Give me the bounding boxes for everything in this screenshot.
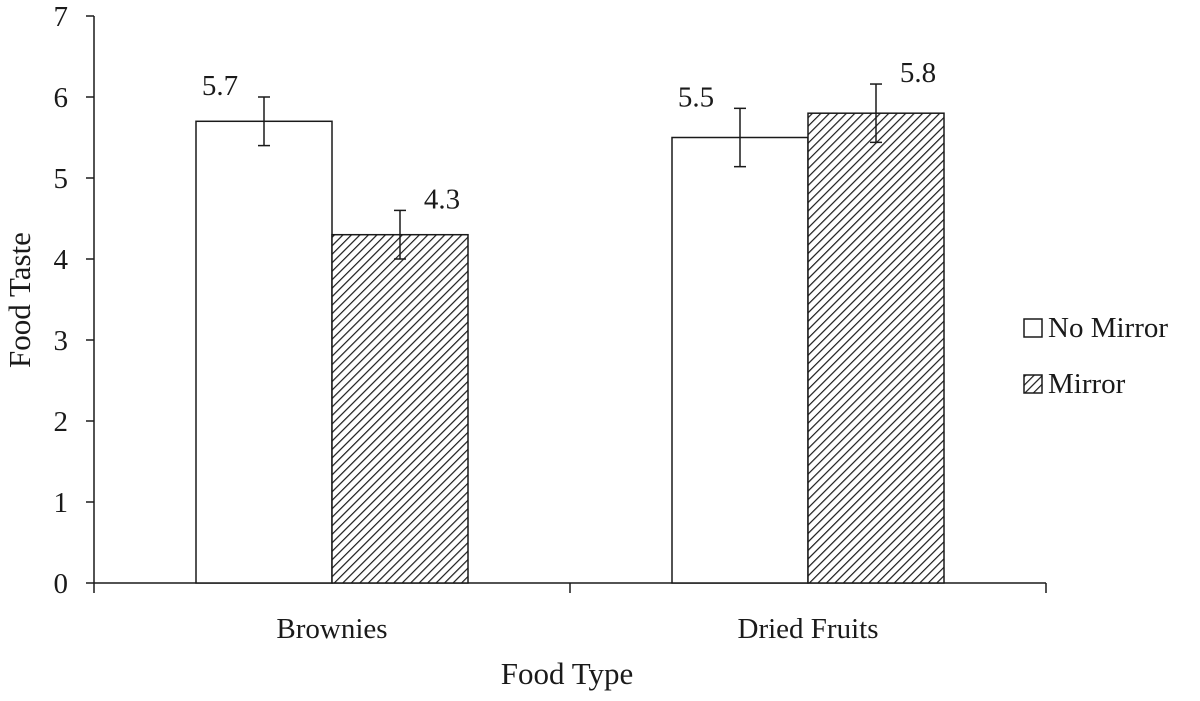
y-tick-label: 5 — [54, 163, 69, 195]
y-axis-title: Food Taste — [2, 232, 37, 368]
x-axis-title: Food Type — [501, 656, 633, 691]
y-tick-label: 3 — [54, 325, 69, 357]
legend-label-no-mirror: No Mirror — [1048, 312, 1168, 344]
x-tick-label: Brownies — [276, 613, 387, 645]
bar-no-mirror-dried-fruits — [671, 136, 809, 584]
y-tick-label: 4 — [54, 244, 69, 276]
data-label: 5.7 — [202, 70, 238, 102]
data-label: 4.3 — [424, 183, 460, 215]
legend-label-mirror: Mirror — [1048, 368, 1126, 400]
y-tick-label: 0 — [54, 568, 69, 600]
y-tick-label: 1 — [54, 487, 69, 519]
bar-no-mirror-brownies — [195, 120, 333, 584]
y-tick-label: 7 — [54, 1, 69, 33]
legend-swatch-mirror — [1023, 374, 1043, 394]
data-label: 5.8 — [900, 57, 936, 89]
y-tick-label: 6 — [54, 82, 69, 114]
x-tick-label: Dried Fruits — [738, 613, 879, 645]
bar-mirror-dried-fruits — [807, 112, 945, 584]
y-tick-label: 2 — [54, 406, 69, 438]
data-label: 5.5 — [678, 81, 714, 113]
legend-swatch-no-mirror — [1023, 318, 1043, 338]
bar-mirror-brownies — [331, 233, 469, 584]
